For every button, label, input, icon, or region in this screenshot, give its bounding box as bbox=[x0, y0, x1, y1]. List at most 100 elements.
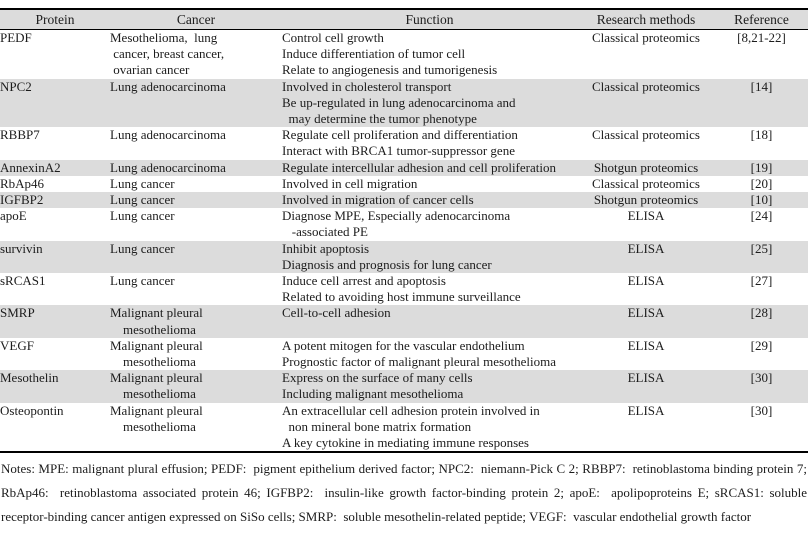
cell-method: ELISA bbox=[577, 370, 715, 402]
cell-line: [18] bbox=[750, 127, 773, 143]
cell-line: Involved in cholesterol transport bbox=[282, 78, 452, 94]
cell-line: mesothelioma bbox=[110, 321, 196, 337]
cell-reference: [25] bbox=[715, 241, 808, 273]
cell-line: [10] bbox=[750, 192, 773, 208]
cell-line: may determine the tumor phenotype bbox=[282, 111, 477, 127]
cell-line: Be up-regulated in lung adenocarcinoma a… bbox=[282, 94, 516, 110]
cell-line: Inhibit apoptosis bbox=[282, 240, 370, 256]
table-body: PEDF Mesothelioma, lung cancer, breast ca… bbox=[0, 30, 808, 453]
cell-function: Regulate intercellular adhesion and cell… bbox=[282, 160, 577, 176]
cell-method: Shotgun proteomics bbox=[577, 192, 715, 208]
cell-line: RBBP7 bbox=[0, 127, 40, 143]
cell-protein: IGFBP2 bbox=[0, 192, 110, 208]
cell-reference: [28] bbox=[715, 305, 808, 337]
cell-protein: Mesothelin bbox=[0, 370, 110, 402]
cell-line: [25] bbox=[750, 240, 773, 256]
cell-line: Classical proteomics bbox=[592, 175, 700, 191]
cell-line: [29] bbox=[750, 337, 773, 353]
cell-method: Shotgun proteomics bbox=[577, 160, 715, 176]
cell-reference: [30] bbox=[715, 403, 808, 453]
cell-line: ELISA bbox=[627, 337, 665, 353]
cell-line: Cell-to-cell adhesion bbox=[282, 305, 391, 321]
cell-line: Regulate cell proliferation and differen… bbox=[282, 127, 518, 143]
header-row: Protein Cancer Function Research methods… bbox=[0, 9, 808, 30]
cell-line: mesothelioma bbox=[110, 354, 196, 370]
cell-cancer: Lung cancer bbox=[110, 208, 282, 240]
cell-protein: SMRP bbox=[0, 305, 110, 337]
column-header-function: Function bbox=[405, 12, 454, 27]
cell-line: Malignant pleural bbox=[110, 305, 203, 321]
cell-function: An extracellular cell adhesion protein i… bbox=[282, 403, 577, 453]
table-row: Osteopontin Malignant pleural mesotheliom… bbox=[0, 403, 808, 453]
cell-cancer: Lung adenocarcinoma bbox=[110, 79, 282, 128]
cell-line: mesothelioma bbox=[110, 386, 196, 402]
cell-line: ovarian cancer bbox=[110, 62, 190, 78]
cell-line: ELISA bbox=[627, 208, 665, 224]
cell-line: Involved in cell migration bbox=[282, 175, 418, 191]
cell-line: survivin bbox=[0, 240, 43, 256]
cell-line: sRCAS1 bbox=[0, 273, 46, 289]
cell-line: Classical proteomics bbox=[592, 78, 700, 94]
cell-reference: [10] bbox=[715, 192, 808, 208]
column-header-protein: Protein bbox=[35, 12, 75, 27]
cell-line: Classical proteomics bbox=[592, 30, 700, 45]
cell-line: [27] bbox=[750, 273, 773, 289]
cell-reference: [19] bbox=[715, 160, 808, 176]
cell-line: An extracellular cell adhesion protein i… bbox=[282, 402, 540, 418]
cell-line: Malignant pleural bbox=[110, 370, 203, 386]
cell-function: Involved in cholesterol transport Be up-r… bbox=[282, 79, 577, 128]
cell-function: Cell-to-cell adhesion bbox=[282, 305, 577, 337]
table-row: sRCAS1 Lung cancer Induce cell arrest and … bbox=[0, 273, 808, 305]
cell-line: Related to avoiding host immune surveill… bbox=[282, 289, 521, 305]
cell-protein: apoE bbox=[0, 208, 110, 240]
column-header-cancer: Cancer bbox=[176, 12, 216, 27]
cell-line: Relate to angiogenesis and tumorigenesis bbox=[282, 62, 498, 78]
cell-line: Lung adenocarcinoma bbox=[110, 78, 226, 94]
cell-line: Lung adenocarcinoma bbox=[110, 127, 226, 143]
cell-line: Including malignant mesothelioma bbox=[282, 386, 464, 402]
cell-line: RbAp46 bbox=[0, 175, 45, 191]
cell-protein: RBBP7 bbox=[0, 127, 110, 159]
cell-line: ELISA bbox=[627, 273, 665, 289]
cell-reference: [24] bbox=[715, 208, 808, 240]
cell-cancer: Lung cancer bbox=[110, 192, 282, 208]
table-row: PEDF Mesothelioma, lung cancer, breast ca… bbox=[0, 30, 808, 79]
cell-method: ELISA bbox=[577, 338, 715, 370]
cell-line: Control cell growth bbox=[282, 30, 384, 45]
column-header-research-methods: Research methods bbox=[596, 12, 696, 27]
table-row: SMRP Malignant pleural mesothelioma Cell-t… bbox=[0, 305, 808, 338]
cell-line: Lung cancer bbox=[110, 240, 175, 256]
cell-function: Express on the surface of many cells Incl… bbox=[282, 370, 577, 402]
cell-method: Classical proteomics bbox=[577, 127, 715, 159]
cell-line: IGFBP2 bbox=[0, 192, 44, 208]
cell-line: Express on the surface of many cells bbox=[282, 370, 473, 386]
cell-reference: [20] bbox=[715, 176, 808, 192]
cell-cancer: Lung cancer bbox=[110, 273, 282, 305]
cell-line: Osteopontin bbox=[0, 402, 64, 418]
cell-line: ELISA bbox=[627, 402, 665, 418]
cell-function: A potent mitogen for the vascular endoth… bbox=[282, 338, 577, 370]
cell-reference: [8,21-22] bbox=[715, 30, 808, 79]
column-header-reference: Reference bbox=[734, 12, 789, 27]
cell-cancer: Lung adenocarcinoma bbox=[110, 127, 282, 159]
cell-method: ELISA bbox=[577, 241, 715, 273]
cell-method: Classical proteomics bbox=[577, 79, 715, 128]
cell-method: ELISA bbox=[577, 403, 715, 453]
cell-reference: [27] bbox=[715, 273, 808, 305]
cell-function: Inhibit apoptosis Diagnosis and prognosis… bbox=[282, 241, 577, 273]
cell-line: apoE bbox=[0, 208, 27, 224]
cell-line: -associated PE bbox=[282, 224, 368, 240]
table-row: NPC2 Lung adenocarcinoma Involved in chole… bbox=[0, 78, 808, 128]
table-notes: Notes: MPE: malignant plural effusion; P… bbox=[1, 461, 807, 525]
cell-cancer: Lung cancer bbox=[110, 241, 282, 273]
cell-line: Diagnosis and prognosis for lung cancer bbox=[282, 256, 492, 272]
cell-line: ELISA bbox=[627, 240, 665, 256]
cell-cancer: Lung adenocarcinoma bbox=[110, 160, 282, 176]
cell-line: Lung cancer bbox=[110, 192, 175, 208]
cell-line: [30] bbox=[750, 402, 773, 418]
cell-line: AnnexinA2 bbox=[0, 159, 61, 175]
cell-line: Lung cancer bbox=[110, 175, 175, 191]
cell-protein: survivin bbox=[0, 241, 110, 273]
cell-protein: NPC2 bbox=[0, 79, 110, 128]
cell-protein: AnnexinA2 bbox=[0, 160, 110, 176]
